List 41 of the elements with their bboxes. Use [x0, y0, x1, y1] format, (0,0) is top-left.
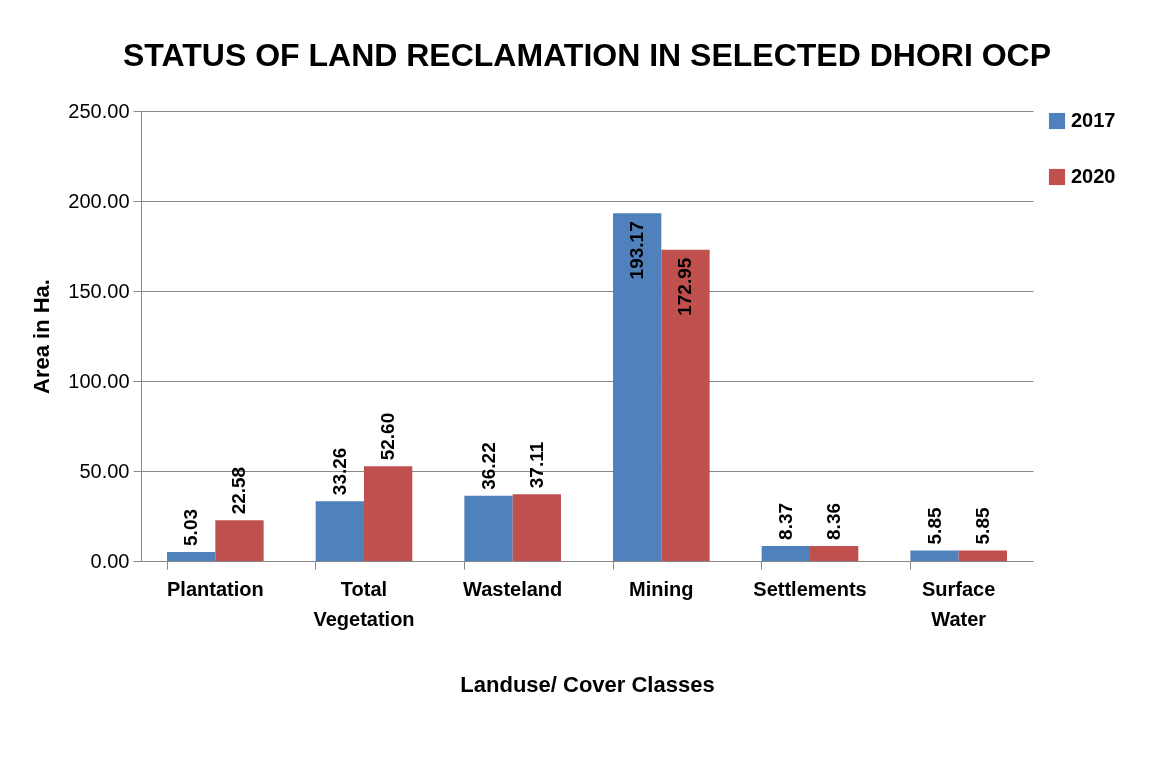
x-tick-label: Total Vegetation	[313, 577, 415, 630]
legend-label: 2017	[1071, 109, 1116, 131]
bar	[910, 550, 959, 561]
bar	[364, 466, 413, 561]
bar	[167, 551, 216, 561]
bar	[810, 545, 859, 561]
data-label: 5.85	[971, 507, 993, 545]
y-tick-label: 250.00	[68, 99, 130, 122]
x-tick-label: Wasteland	[463, 577, 563, 600]
data-label: 52.60	[377, 412, 399, 461]
bar	[613, 213, 662, 561]
x-tick-label: Plantation	[167, 577, 264, 600]
data-label: 5.85	[923, 507, 945, 545]
y-tick-label: 100.00	[68, 369, 130, 392]
bar	[958, 550, 1007, 561]
x-tick-label: Settlements	[753, 577, 867, 600]
y-tick-label: 200.00	[68, 189, 130, 212]
data-label: 22.58	[228, 466, 250, 515]
bar	[215, 520, 264, 561]
bar	[761, 545, 810, 561]
bar	[512, 494, 561, 561]
y-tick-label: 150.00	[68, 279, 130, 302]
bar	[464, 495, 513, 561]
x-tick-label: Mining	[629, 577, 694, 600]
data-label: 37.11	[525, 441, 547, 489]
bar	[661, 249, 710, 561]
data-label: 33.26	[328, 447, 350, 496]
data-label: 193.17	[626, 221, 648, 280]
y-tick-label: 50.00	[79, 459, 130, 482]
data-label: 172.95	[674, 257, 696, 316]
x-tick-label: Surface Water	[921, 577, 996, 630]
y-tick-label: 0.00	[90, 549, 130, 572]
data-label: 8.36	[823, 502, 845, 540]
data-label: 8.37	[774, 502, 796, 540]
legend-label: 2020	[1071, 165, 1116, 187]
data-label: 5.03	[180, 508, 202, 546]
data-label: 36.22	[477, 442, 499, 490]
x-axis-title: Landuse/ Cover Classes	[460, 671, 715, 697]
bar	[315, 501, 364, 561]
y-axis-title: Area in Ha.	[29, 279, 55, 394]
chart-title: STATUS OF LAND RECLAMATION IN SELECTED DHORI OCP	[123, 37, 1051, 73]
